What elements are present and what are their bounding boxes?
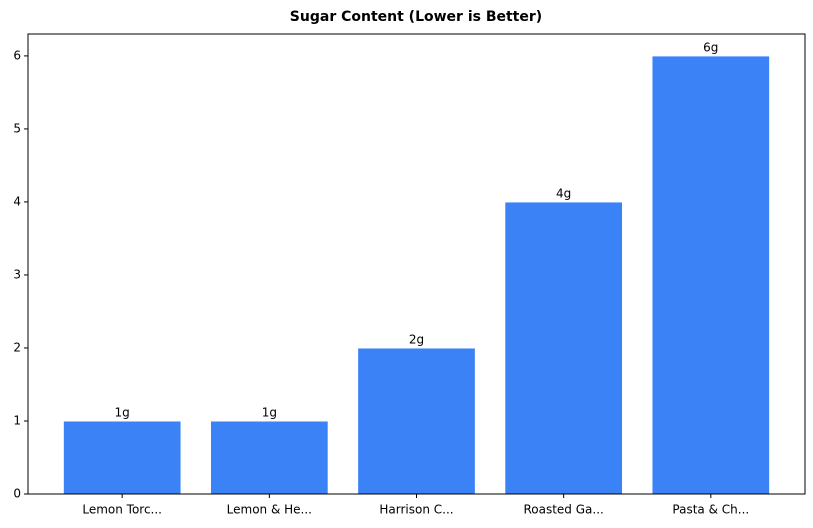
plot-frame [27,33,806,495]
y-tick-label: 1 [13,413,21,427]
x-tick-label: Pasta & Ch... [672,503,749,517]
y-tick-label: 6 [13,48,21,62]
value-label: 1g [115,405,130,419]
bar [651,55,771,495]
y-tick-label: 3 [13,267,21,281]
x-tick-label: Roasted Ga... [523,503,603,517]
y-tick-label: 5 [13,121,21,135]
value-label: 1g [262,405,277,419]
bar [357,347,476,495]
x-tick-label: Lemon Torc... [82,503,162,517]
value-label: 2g [409,332,424,346]
y-tick-label: 0 [13,487,21,501]
y-tick-label: 2 [13,340,21,354]
value-label: 4g [556,186,571,200]
chart-title: Sugar Content (Lower is Better) [290,9,542,25]
value-label: 6g [703,40,718,54]
bar [209,420,329,495]
bar [504,201,624,495]
bar [62,420,182,495]
x-tick-label: Lemon & He... [227,503,312,517]
y-tick-label: 4 [13,194,21,208]
x-tick-label: Harrison C... [379,503,453,517]
